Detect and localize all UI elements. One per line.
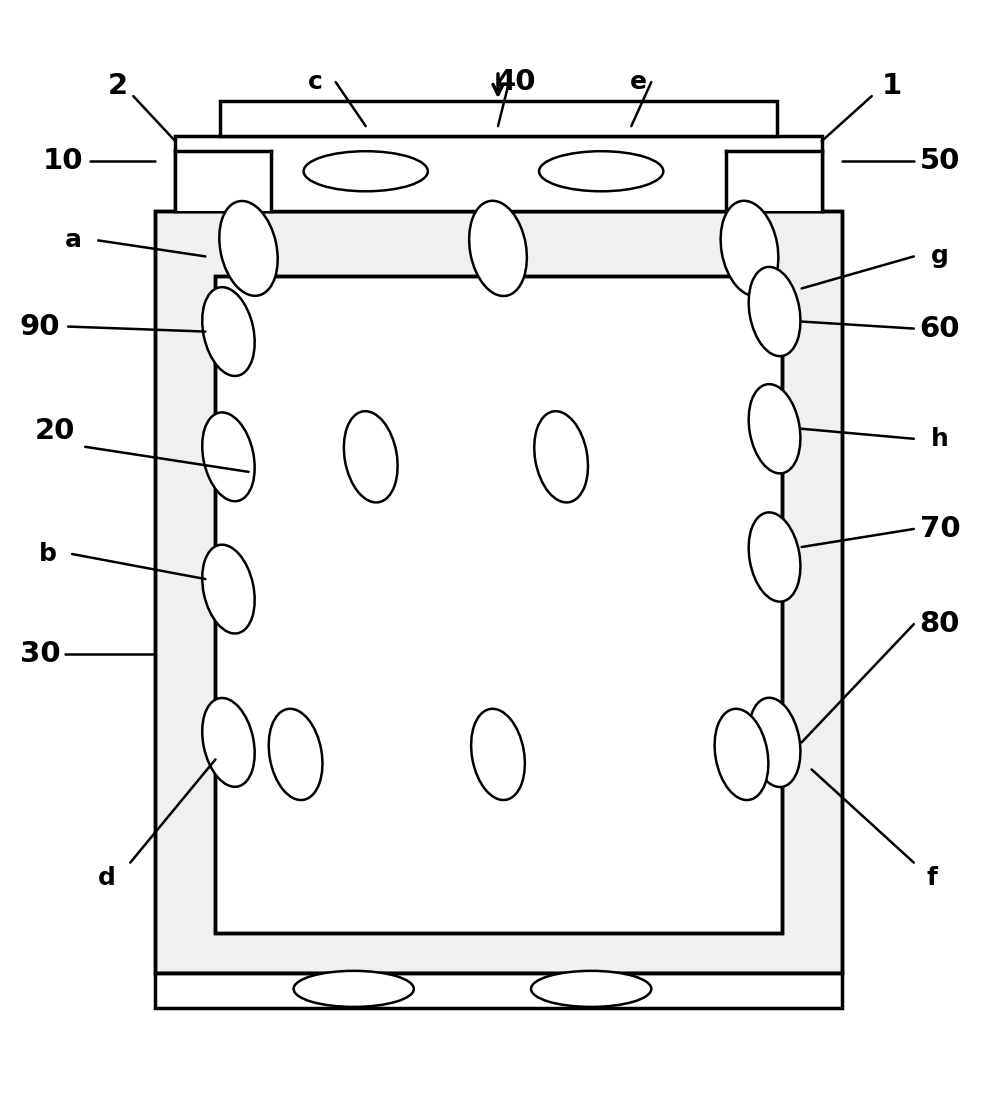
- Ellipse shape: [202, 412, 255, 501]
- Bar: [155, 211, 842, 973]
- Ellipse shape: [202, 545, 255, 633]
- Bar: [155, 973, 842, 1008]
- Text: 70: 70: [920, 515, 960, 543]
- Ellipse shape: [748, 267, 801, 357]
- Ellipse shape: [344, 411, 398, 502]
- Ellipse shape: [471, 709, 525, 800]
- Bar: [215, 277, 782, 933]
- Text: 80: 80: [920, 610, 960, 638]
- Ellipse shape: [720, 201, 779, 296]
- Text: 20: 20: [35, 417, 75, 445]
- Text: a: a: [65, 229, 81, 253]
- Ellipse shape: [219, 201, 278, 295]
- Text: f: f: [927, 865, 937, 889]
- Ellipse shape: [531, 970, 651, 1006]
- Ellipse shape: [294, 970, 414, 1006]
- Text: b: b: [39, 542, 57, 566]
- Ellipse shape: [748, 698, 801, 787]
- Text: d: d: [98, 865, 116, 889]
- Ellipse shape: [469, 201, 527, 296]
- Text: 1: 1: [882, 72, 902, 100]
- Ellipse shape: [714, 709, 769, 800]
- Ellipse shape: [304, 151, 428, 191]
- Bar: [155, 211, 842, 973]
- Ellipse shape: [202, 287, 255, 376]
- Text: 90: 90: [20, 313, 60, 340]
- Text: 2: 2: [108, 72, 128, 100]
- Text: e: e: [630, 70, 646, 94]
- Text: 10: 10: [43, 148, 83, 175]
- Text: g: g: [931, 244, 949, 268]
- Ellipse shape: [202, 698, 255, 787]
- Text: 30: 30: [20, 640, 60, 668]
- Ellipse shape: [748, 384, 801, 474]
- Bar: [215, 277, 782, 933]
- Ellipse shape: [539, 151, 663, 191]
- Text: 40: 40: [496, 68, 536, 96]
- Text: 60: 60: [920, 315, 960, 342]
- Bar: [175, 136, 822, 211]
- Bar: [175, 151, 271, 211]
- Bar: [220, 101, 777, 136]
- Text: 50: 50: [920, 148, 960, 175]
- Ellipse shape: [534, 411, 588, 502]
- Ellipse shape: [269, 709, 323, 800]
- Ellipse shape: [748, 512, 801, 602]
- Bar: [726, 151, 822, 211]
- Text: c: c: [309, 70, 323, 94]
- Text: h: h: [931, 427, 949, 451]
